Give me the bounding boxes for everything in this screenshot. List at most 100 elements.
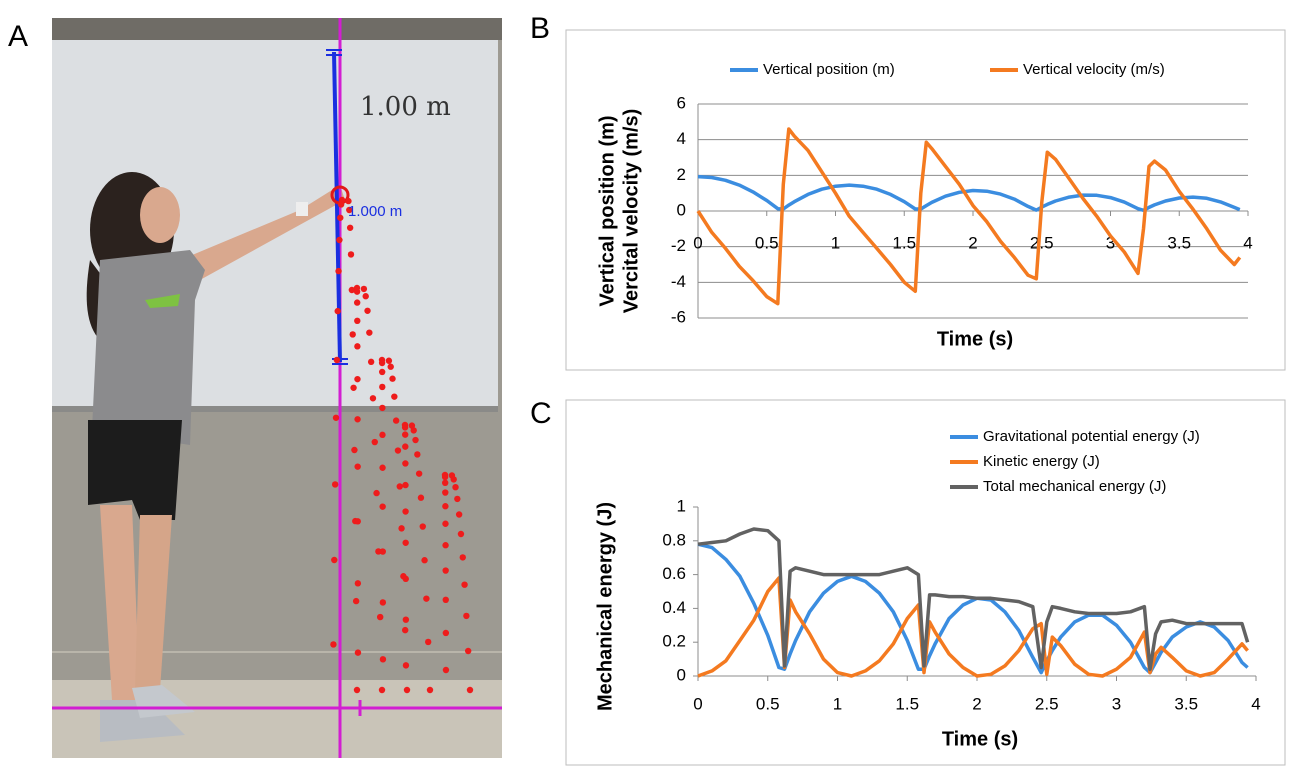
tracked-point bbox=[332, 414, 340, 421]
y-tick-label: -4 bbox=[671, 272, 686, 291]
scale-label: 1.000 m bbox=[348, 203, 402, 220]
tracked-point bbox=[379, 656, 387, 663]
x-tick-label: 2.5 bbox=[1030, 233, 1054, 252]
y-tick-label: 6 bbox=[677, 93, 686, 112]
tracked-point bbox=[334, 307, 341, 315]
x-tick-label: 3 bbox=[1106, 233, 1115, 252]
y-tick-label: 4 bbox=[677, 129, 686, 148]
tracked-point bbox=[378, 686, 386, 694]
face bbox=[140, 187, 180, 243]
x-axis-title: Time (s) bbox=[942, 728, 1018, 750]
tracked-point bbox=[346, 206, 353, 214]
tracked-point bbox=[461, 581, 468, 588]
tracked-point bbox=[392, 417, 400, 424]
x-tick-label: 3.5 bbox=[1167, 233, 1191, 252]
y-tick-label: 0.2 bbox=[662, 632, 686, 651]
tracked-point bbox=[379, 431, 386, 439]
tracked-point bbox=[424, 638, 432, 646]
tracked-point bbox=[353, 299, 361, 306]
tracked-point bbox=[396, 483, 403, 490]
tracked-point bbox=[442, 567, 449, 574]
tracked-point bbox=[379, 599, 387, 606]
tracked-point bbox=[441, 473, 449, 481]
y-axis-title: Mechanical energy (J) bbox=[594, 502, 616, 711]
tracked-point bbox=[401, 626, 409, 634]
tracked-point bbox=[348, 286, 356, 294]
legend-label: Vertical position (m) bbox=[763, 61, 895, 78]
tracked-point bbox=[369, 395, 377, 402]
tracked-point bbox=[401, 431, 409, 438]
x-tick-label: 2 bbox=[968, 233, 977, 252]
tracked-point bbox=[346, 224, 354, 231]
y-axis-title: Vercital velocity (m/s) bbox=[620, 109, 642, 314]
tracked-point bbox=[466, 686, 474, 694]
tracked-point bbox=[412, 436, 419, 444]
ceiling-trim bbox=[52, 18, 502, 40]
board-tray bbox=[52, 406, 498, 412]
tracked-point bbox=[354, 463, 361, 470]
tracked-point bbox=[353, 686, 361, 694]
tracked-point bbox=[464, 647, 472, 655]
tracked-point bbox=[442, 542, 449, 549]
tracked-point bbox=[414, 451, 421, 458]
tracked-point bbox=[367, 358, 375, 366]
tracked-point bbox=[389, 375, 396, 382]
tracked-point bbox=[376, 613, 384, 621]
tracked-point bbox=[402, 662, 410, 669]
tracked-point bbox=[442, 520, 449, 527]
tracked-point bbox=[391, 393, 398, 400]
panel-frame bbox=[565, 399, 1286, 766]
x-tick-label: 2 bbox=[972, 694, 981, 713]
tracked-point bbox=[402, 481, 409, 489]
x-tick-label: 0.5 bbox=[756, 694, 780, 713]
tracked-point bbox=[402, 539, 409, 546]
tracked-point bbox=[417, 494, 425, 501]
tracked-point bbox=[410, 427, 417, 434]
tracked-point bbox=[351, 446, 358, 454]
tracked-point bbox=[402, 508, 409, 515]
leg bbox=[100, 505, 140, 700]
shoe bbox=[132, 685, 195, 718]
y-tick-label: 0 bbox=[677, 200, 686, 219]
tracked-point bbox=[394, 447, 402, 454]
panel-label: C bbox=[530, 397, 552, 430]
tracked-point bbox=[354, 317, 361, 325]
tracked-point bbox=[337, 214, 344, 221]
tracked-point bbox=[335, 267, 342, 275]
x-tick-label: 4 bbox=[1251, 694, 1260, 713]
tracked-point bbox=[452, 483, 459, 491]
tracked-point bbox=[442, 489, 449, 496]
x-tick-label: 1.5 bbox=[895, 694, 919, 713]
tracked-point bbox=[426, 686, 434, 694]
panel-label: B bbox=[530, 12, 550, 45]
y-tick-label: 0 bbox=[677, 665, 686, 684]
tracked-point bbox=[379, 383, 386, 391]
tracked-point bbox=[379, 548, 386, 555]
shirt-print bbox=[145, 294, 180, 308]
tracked-point bbox=[331, 556, 338, 564]
tracked-point bbox=[353, 288, 361, 295]
x-tick-label: 1 bbox=[833, 694, 842, 713]
tracked-point bbox=[362, 293, 369, 300]
x-tick-label: 0.5 bbox=[755, 233, 779, 252]
x-tick-label: 1.5 bbox=[892, 233, 916, 252]
y-tick-label: 0.6 bbox=[662, 564, 686, 583]
tracked-point bbox=[345, 197, 352, 205]
tracked-point bbox=[378, 368, 386, 376]
handwritten-label: 1.00 m bbox=[360, 92, 451, 122]
tracked-point bbox=[442, 596, 449, 604]
x-tick-label: 1 bbox=[831, 233, 840, 252]
tracked-point bbox=[385, 357, 393, 364]
tracked-point bbox=[354, 343, 361, 350]
x-tick-label: 0 bbox=[693, 233, 702, 252]
tracked-point bbox=[352, 597, 360, 605]
watch bbox=[296, 202, 308, 216]
tracked-point bbox=[457, 530, 465, 538]
tracked-point bbox=[403, 686, 411, 694]
leg bbox=[135, 515, 172, 690]
tracked-point bbox=[354, 416, 361, 423]
y-tick-label: 1 bbox=[677, 496, 686, 515]
tracked-point bbox=[402, 575, 409, 583]
tracked-point bbox=[442, 503, 449, 510]
shorts bbox=[88, 420, 182, 520]
